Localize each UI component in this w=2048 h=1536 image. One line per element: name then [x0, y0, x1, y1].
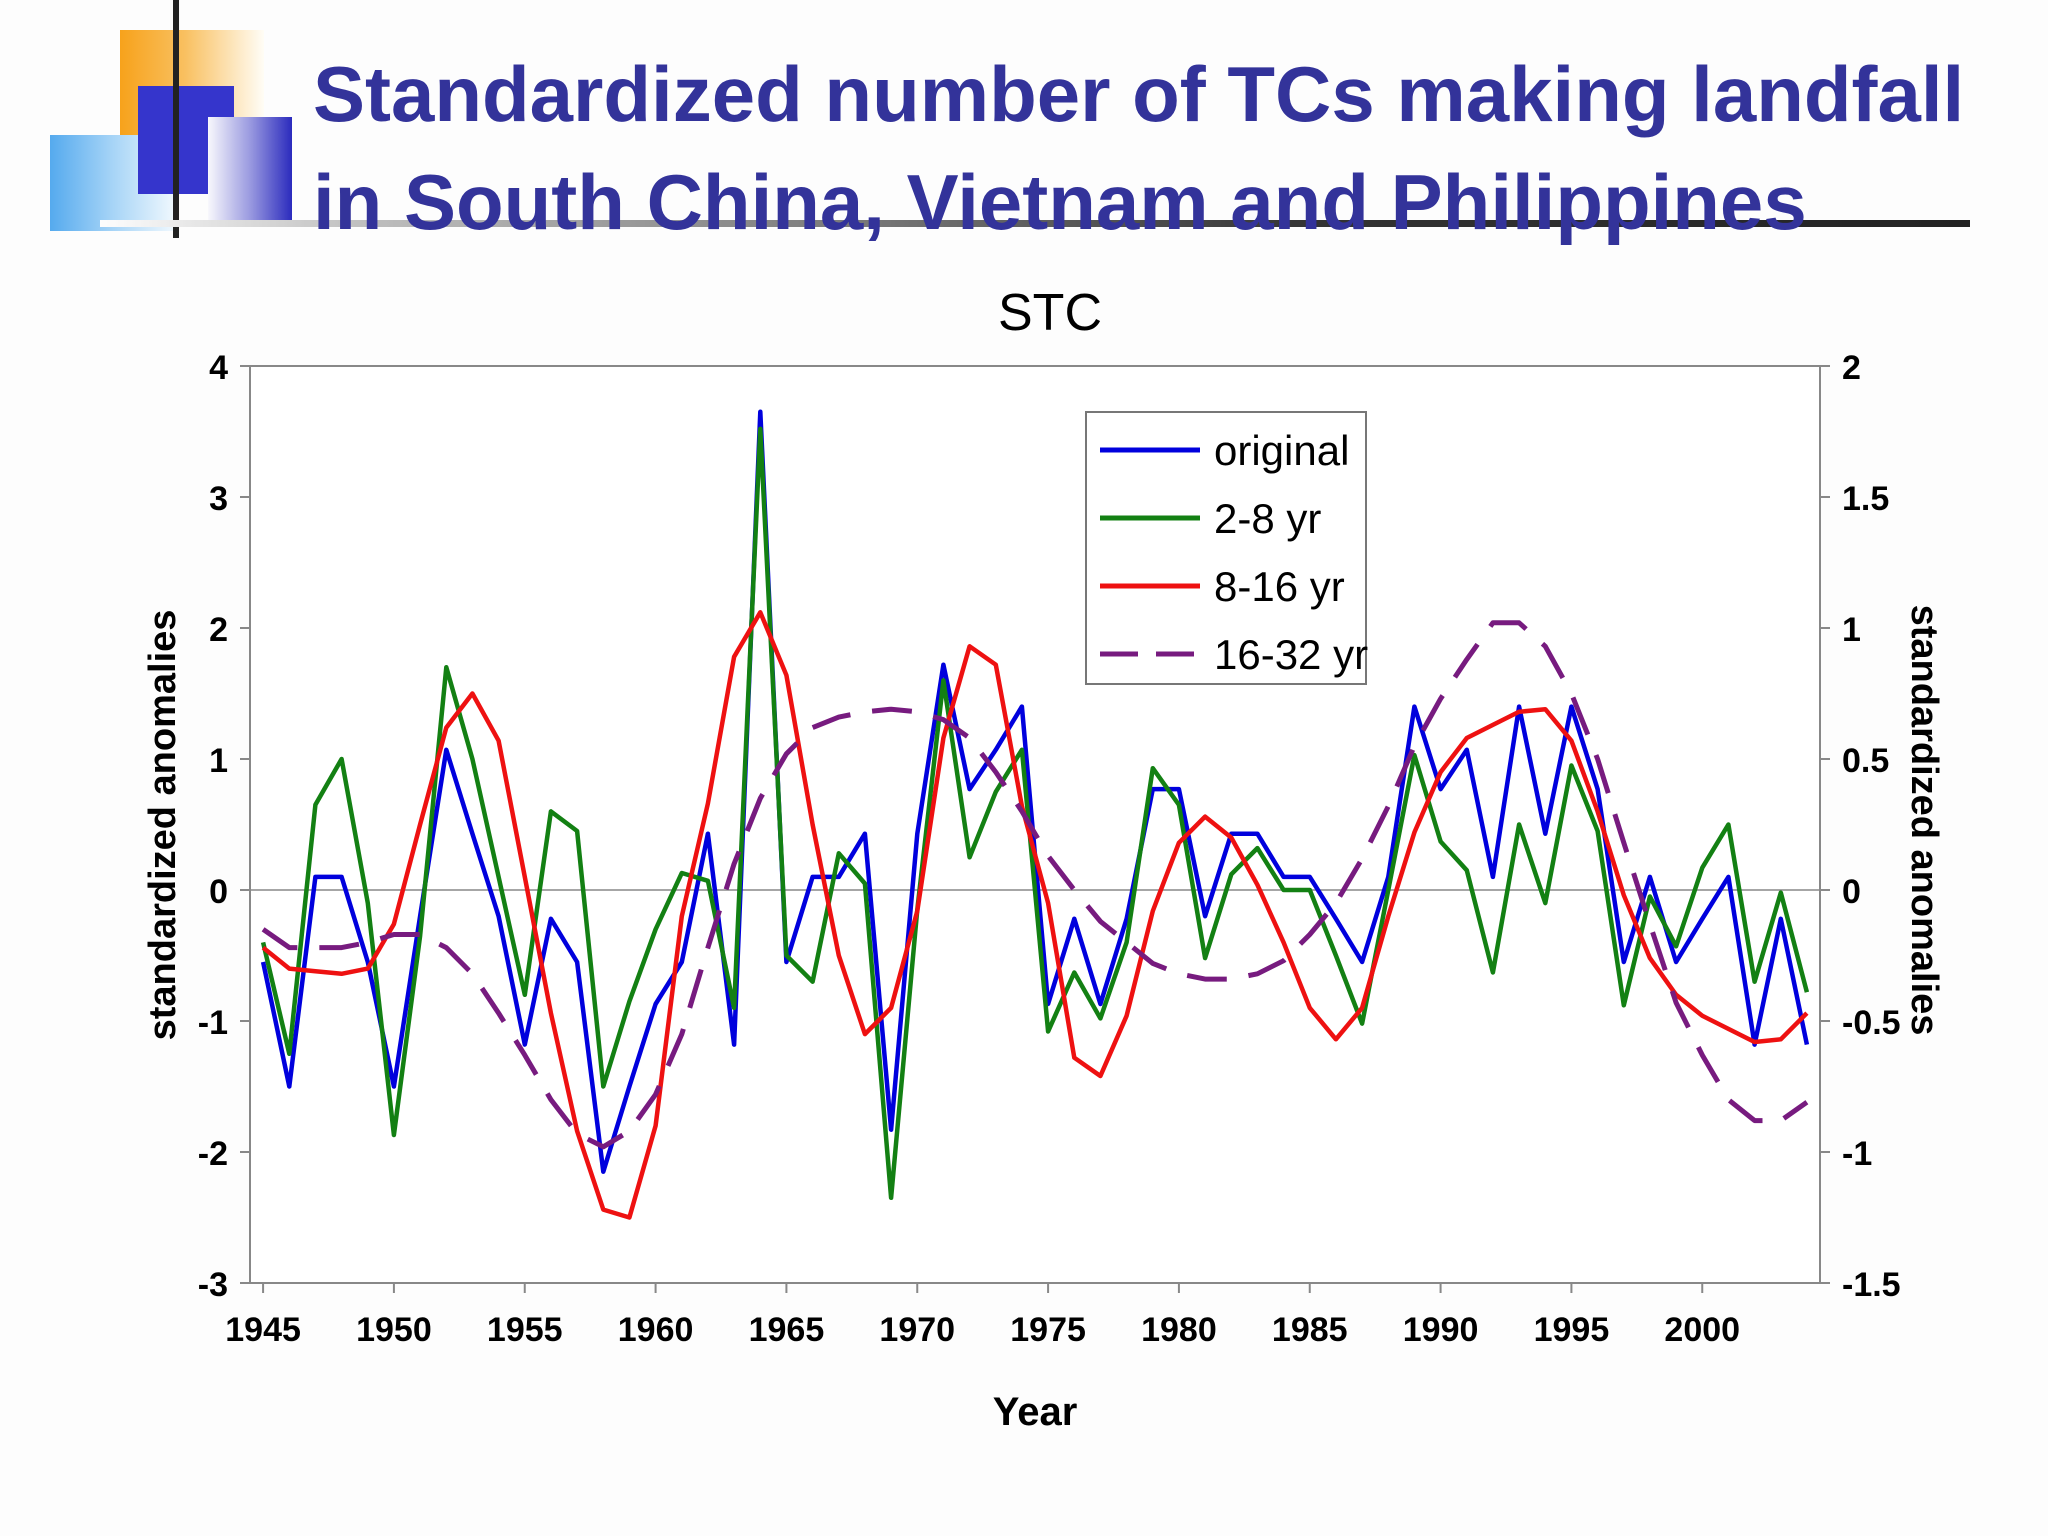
series-line-2-8-yr — [260, 426, 1810, 1201]
y2-tick-label: 2 — [1842, 349, 1861, 387]
x-tick-label: 1960 — [618, 1311, 694, 1349]
y2-tick-label: 0.5 — [1842, 742, 1889, 780]
x-axis-label: Year — [993, 1390, 1078, 1434]
x-tick-label: 1995 — [1534, 1311, 1610, 1349]
slide-title: Standardized number of TCs making landfa… — [313, 40, 1964, 256]
legend-label: 16-32 yr — [1214, 631, 1368, 678]
y-axis-label-left: standardized anomalies — [142, 610, 184, 1041]
y2-tick-label: -1 — [1842, 1135, 1872, 1173]
y-tick-label: -1 — [198, 1004, 228, 1042]
y-axis-label-right: standardized anomalies — [1903, 605, 1945, 1036]
slide-title-line2: in South China, Vietnam and Philippines — [313, 158, 1807, 246]
y-tick-label: 4 — [209, 349, 228, 387]
x-tick-label: 1965 — [749, 1311, 825, 1349]
y-tick-label: 1 — [209, 742, 228, 780]
x-tick-label: 1945 — [225, 1311, 301, 1349]
x-tick-label: 1950 — [356, 1311, 432, 1349]
legend-box — [1085, 411, 1367, 685]
y-tick-label: 2 — [209, 611, 228, 649]
x-tick-label: 1975 — [1010, 1311, 1086, 1349]
y-tick-label: -3 — [198, 1266, 228, 1304]
legend-label: 2-8 yr — [1214, 495, 1321, 542]
y2-tick-label: 1.5 — [1842, 480, 1889, 518]
x-tick-label: 1985 — [1272, 1311, 1348, 1349]
series-line-16-32-yr — [261, 620, 1809, 1150]
x-tick-label: 1980 — [1141, 1311, 1217, 1349]
x-tick-label: 1955 — [487, 1311, 563, 1349]
y-tick-label: 0 — [209, 873, 228, 911]
series-line-8-16-yr — [261, 610, 1809, 1220]
x-tick-label: 2000 — [1664, 1311, 1740, 1349]
slide-title-line1: Standardized number of TCs making landfa… — [313, 50, 1965, 138]
title-underline-rule — [100, 220, 1970, 227]
legend-label: original — [1214, 427, 1349, 474]
chart-title: STC — [998, 284, 1102, 342]
y-tick-label: 3 — [209, 480, 228, 518]
legend-label: 8-16 yr — [1214, 563, 1345, 610]
y2-tick-label: 0 — [1842, 873, 1861, 911]
y2-tick-label: -0.5 — [1842, 1004, 1901, 1042]
x-tick-label: 1990 — [1403, 1311, 1479, 1349]
legend: original 2-8 yr 8-16 yr 16-32 yr — [1085, 411, 1368, 685]
y2-tick-label: -1.5 — [1842, 1266, 1901, 1304]
x-tick-label: 1970 — [879, 1311, 955, 1349]
y2-tick-label: 1 — [1842, 611, 1861, 649]
y-tick-label: -2 — [198, 1135, 228, 1173]
deco-vertical-rule — [173, 0, 179, 238]
deco-square-gradient — [208, 117, 292, 220]
